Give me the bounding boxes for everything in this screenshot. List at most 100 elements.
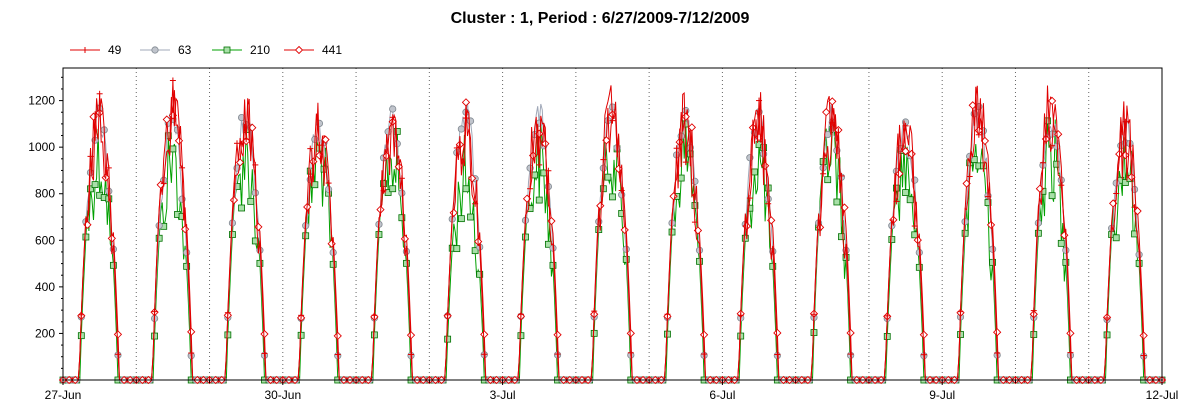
series-marker	[449, 208, 458, 217]
series-marker	[741, 234, 749, 242]
series-marker	[838, 172, 845, 179]
y-tick-label: 800	[35, 187, 55, 201]
series-marker	[919, 330, 929, 339]
series-marker	[590, 329, 598, 337]
series-marker	[114, 351, 121, 358]
series-marker	[989, 258, 996, 266]
series-marker	[457, 125, 465, 133]
series-marker	[994, 350, 1001, 357]
series-marker	[547, 216, 556, 226]
series-marker	[664, 330, 671, 338]
series-marker	[756, 97, 763, 104]
series-210	[59, 117, 1166, 384]
series-marker	[993, 328, 1002, 337]
series-marker	[604, 173, 612, 181]
legend-label: 210	[250, 43, 270, 57]
series-marker	[911, 231, 919, 239]
series-marker	[243, 136, 250, 143]
series-marker	[480, 330, 489, 339]
series-marker	[400, 234, 410, 243]
series-marker	[824, 130, 832, 139]
series-marker	[535, 196, 543, 204]
series-marker	[902, 189, 909, 197]
series-marker	[600, 156, 607, 163]
series-marker	[109, 261, 117, 269]
series-marker	[1133, 206, 1142, 216]
series-marker	[975, 131, 982, 138]
series-marker	[1030, 307, 1037, 314]
series-marker	[333, 331, 342, 341]
series-marker	[309, 157, 318, 166]
series-marker	[1103, 331, 1111, 339]
series-marker	[237, 113, 246, 122]
series-marker	[884, 312, 891, 319]
series-marker	[252, 161, 259, 168]
series-marker	[846, 328, 855, 338]
series-marker	[77, 332, 85, 340]
series-marker	[82, 47, 88, 53]
series-marker	[1049, 142, 1056, 149]
series-marker	[408, 351, 415, 358]
series-marker	[554, 351, 561, 358]
series-marker	[957, 308, 964, 315]
series-marker	[1030, 331, 1038, 338]
series-marker	[883, 333, 891, 340]
series-marker	[261, 350, 268, 357]
series-marker	[294, 45, 304, 55]
series-marker	[467, 213, 474, 221]
series-marker	[746, 195, 753, 202]
series-marker	[774, 351, 781, 358]
series-marker	[466, 117, 475, 125]
series-marker	[1113, 190, 1120, 197]
series-marker	[297, 331, 305, 339]
series-marker	[461, 98, 471, 107]
series-marker	[888, 236, 896, 243]
series-marker	[224, 331, 232, 339]
x-tick-label: 30-Jun	[264, 388, 301, 402]
x-tick-label: 9-Jul	[929, 388, 955, 402]
series-marker	[234, 140, 241, 147]
x-tick-label: 12-Jul	[1146, 388, 1179, 402]
series-marker	[673, 145, 680, 152]
series-marker	[906, 196, 914, 204]
series-marker	[1140, 352, 1147, 359]
series-marker	[1112, 234, 1120, 242]
series-marker	[316, 142, 323, 149]
series-marker	[334, 351, 341, 358]
series-marker	[609, 193, 616, 201]
series-marker	[517, 311, 524, 318]
series-marker	[691, 202, 699, 209]
grid	[135, 68, 1090, 380]
series-marker	[151, 332, 158, 340]
series-marker	[1039, 159, 1046, 166]
series-marker	[1053, 160, 1061, 168]
series-marker	[82, 233, 90, 241]
series-marker	[155, 222, 163, 230]
series-marker	[462, 185, 470, 193]
series-marker	[893, 198, 900, 205]
series-marker	[986, 220, 996, 230]
series-marker	[522, 233, 529, 241]
series-marker	[701, 351, 708, 358]
series-marker	[380, 187, 387, 194]
legend-label: 63	[178, 43, 192, 57]
series-marker	[251, 189, 259, 197]
x-tick-label: 27-Jun	[45, 388, 82, 402]
series-marker	[444, 335, 452, 343]
series-marker	[536, 161, 543, 168]
series-marker	[810, 311, 817, 318]
series-marker	[169, 77, 176, 84]
series-marker	[180, 225, 190, 234]
series-marker	[822, 108, 831, 117]
series-marker	[370, 331, 378, 339]
series-marker	[681, 112, 690, 121]
series-marker	[329, 260, 337, 268]
y-tick-label: 600	[35, 233, 55, 247]
series-marker	[911, 223, 918, 230]
series-marker	[1122, 118, 1129, 125]
series-marker	[398, 214, 406, 222]
series-marker	[325, 180, 332, 187]
series-layer	[58, 77, 1167, 385]
series-marker	[462, 115, 469, 122]
series-marker	[1054, 130, 1063, 139]
